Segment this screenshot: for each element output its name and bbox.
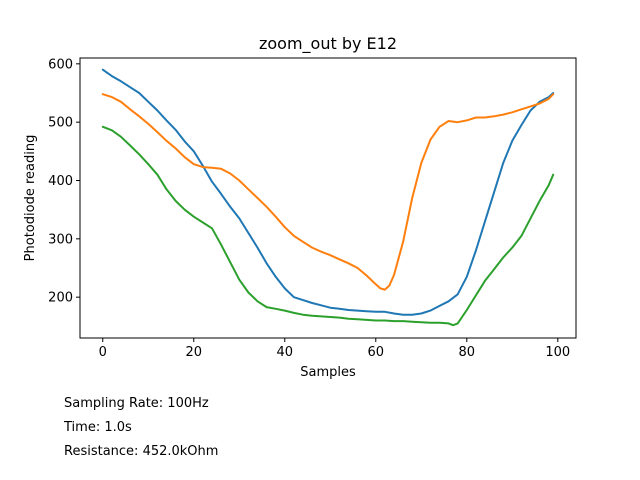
sampling-rate-text: Sampling Rate: 100Hz bbox=[64, 396, 209, 411]
x-tick-label: 20 bbox=[185, 345, 202, 360]
y-tick-label: 200 bbox=[48, 291, 73, 306]
x-tick-label: 60 bbox=[368, 345, 385, 360]
plot-frame bbox=[79, 57, 577, 339]
y-axis-ticks: 200 300 400 500 600 bbox=[48, 57, 80, 306]
y-tick-label: 300 bbox=[48, 232, 73, 247]
time-text: Time: 1.0s bbox=[64, 420, 132, 435]
x-axis-ticks: 0 20 40 60 80 100 bbox=[99, 338, 570, 360]
x-axis-label: Samples bbox=[300, 365, 356, 380]
y-tick-label: 400 bbox=[48, 174, 73, 189]
y-tick-label: 600 bbox=[48, 57, 73, 72]
series-line-3 bbox=[101, 125, 555, 327]
x-tick-label: 100 bbox=[545, 345, 570, 360]
chart-title: zoom_out by E12 bbox=[259, 34, 397, 54]
x-tick-label: 80 bbox=[459, 345, 476, 360]
series-layer bbox=[101, 68, 555, 327]
series-line-1 bbox=[101, 68, 555, 316]
y-tick-label: 500 bbox=[48, 116, 73, 131]
resistance-text: Resistance: 452.0kOhm bbox=[64, 444, 219, 459]
x-tick-label: 40 bbox=[276, 345, 293, 360]
y-axis-label: Photodiode reading bbox=[23, 135, 38, 262]
x-tick-label: 0 bbox=[99, 345, 107, 360]
series-line-2 bbox=[101, 93, 555, 291]
